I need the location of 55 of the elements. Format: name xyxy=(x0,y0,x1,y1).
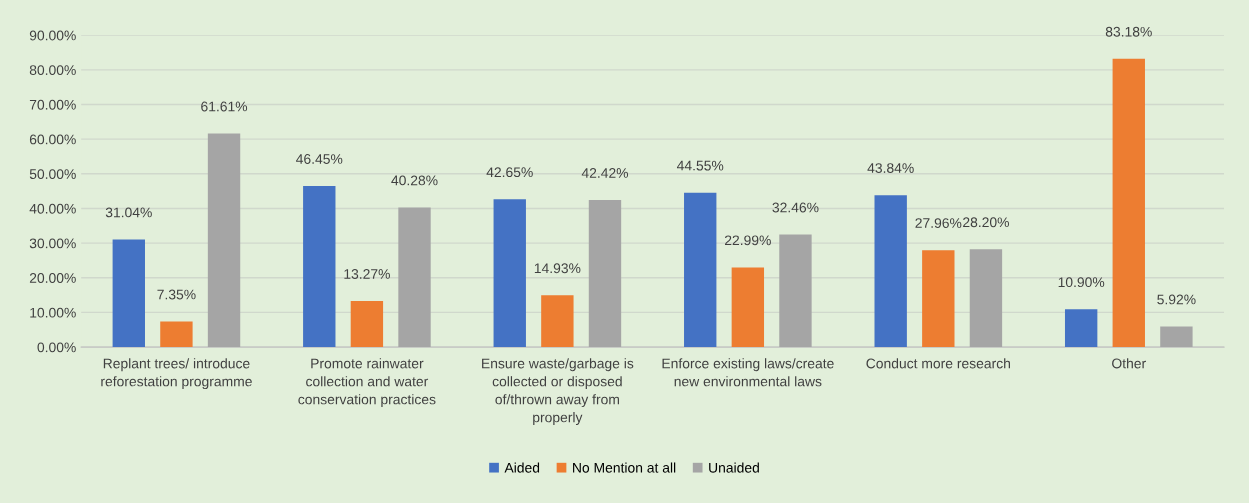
bar xyxy=(874,195,907,348)
bar xyxy=(303,186,336,348)
data-label: 31.04% xyxy=(105,207,152,218)
y-tick-label: 10.00% xyxy=(30,307,76,318)
bar xyxy=(493,199,526,348)
legend-label: Unaided xyxy=(709,462,759,473)
bar xyxy=(731,267,765,348)
data-label: 43.84% xyxy=(867,163,914,173)
data-label: 32.46% xyxy=(772,202,819,213)
bar xyxy=(398,207,431,348)
legend-label: No Mention at all xyxy=(573,462,676,473)
x-tick-label: Enforce existing laws/create new environmental laws xyxy=(662,358,834,387)
bar xyxy=(588,200,622,348)
x-tick-label: Ensure waste/garbage is collected or disposed of/thrown away from properly xyxy=(482,358,634,426)
y-tick-label: 60.00% xyxy=(29,134,76,145)
data-label: 5.92% xyxy=(1157,294,1196,305)
bar xyxy=(112,239,145,348)
data-label: 44.55% xyxy=(676,160,724,171)
legend-label: Aided xyxy=(504,462,540,473)
x-tick-label: Promote rainwater collection and water conservation practices xyxy=(298,358,436,408)
x-tick-label: Other xyxy=(1112,358,1146,369)
data-label: 42.65% xyxy=(486,167,533,178)
data-label: 61.61% xyxy=(201,101,248,112)
data-label: 42.42% xyxy=(581,168,629,178)
bar xyxy=(1112,58,1145,348)
data-label: 27.96% xyxy=(915,218,962,228)
x-tick-label: Conduct more research xyxy=(866,358,1010,369)
y-tick-label: 30.00% xyxy=(29,238,76,249)
y-tick-label: 70.00% xyxy=(29,99,76,110)
data-label: 10.90% xyxy=(1058,277,1105,288)
bar xyxy=(350,301,384,348)
data-label: 22.99% xyxy=(724,235,771,246)
bar xyxy=(969,249,1003,348)
y-tick-label: 80.00% xyxy=(29,65,76,76)
bar xyxy=(1160,326,1193,348)
data-label: 28.20% xyxy=(963,217,1009,228)
data-label: 13.27% xyxy=(344,269,390,279)
y-tick-label: 40.00% xyxy=(29,203,76,214)
data-label: 14.93% xyxy=(534,263,581,274)
data-label: 83.18% xyxy=(1105,26,1152,37)
y-tick-label: 20.00% xyxy=(29,273,76,283)
data-label: 7.35% xyxy=(157,289,196,300)
bar xyxy=(541,295,574,348)
x-tick-label: Replant trees/ introduce reforestation programme xyxy=(101,358,252,390)
data-label: 46.45% xyxy=(296,154,343,164)
bar xyxy=(160,321,193,348)
bar xyxy=(207,133,241,348)
y-tick-label: 90.00% xyxy=(29,30,76,41)
data-label: 40.28% xyxy=(391,175,438,186)
bar xyxy=(779,234,812,348)
bar xyxy=(922,250,955,348)
y-tick-label: 50.00% xyxy=(29,169,76,179)
bar xyxy=(684,192,717,348)
bar xyxy=(1064,309,1098,348)
y-tick-label: 0.00% xyxy=(37,342,76,353)
